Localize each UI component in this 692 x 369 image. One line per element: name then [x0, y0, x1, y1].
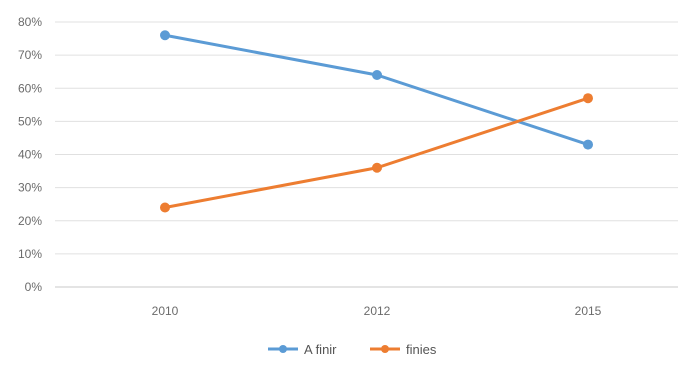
x-tick-label: 2015	[575, 304, 602, 318]
legend-swatch-marker	[381, 345, 389, 353]
y-tick-label: 70%	[18, 48, 42, 62]
x-tick-label: 2010	[152, 304, 179, 318]
data-point	[583, 139, 593, 150]
y-tick-label: 30%	[18, 181, 42, 195]
data-point	[160, 30, 170, 41]
series-line	[163, 96, 590, 209]
y-tick-label: 80%	[18, 15, 42, 29]
legend: A finir finies	[268, 342, 437, 357]
series-line	[163, 33, 590, 147]
legend-label: finies	[406, 342, 437, 357]
y-tick-label: 40%	[18, 148, 42, 162]
data-point	[372, 162, 382, 173]
y-tick-label: 20%	[18, 214, 42, 228]
series-layer	[160, 30, 593, 213]
data-point	[372, 70, 382, 80]
legend-label: A finir	[304, 342, 337, 357]
x-tick-label: 2012	[364, 304, 391, 318]
y-tick-label: 60%	[18, 81, 42, 95]
gridlines	[55, 21, 678, 288]
y-axis-tick-labels: 0% 10% 20% 30% 40% 50% 60% 70% 80%	[18, 15, 42, 294]
x-axis-tick-labels: 2010 2012 2015	[152, 304, 602, 318]
legend-swatch-marker	[279, 345, 287, 353]
y-tick-label: 0%	[25, 280, 43, 294]
data-point	[160, 202, 170, 213]
data-point	[583, 93, 593, 104]
y-tick-label: 10%	[18, 247, 42, 261]
y-tick-label: 50%	[18, 114, 42, 128]
